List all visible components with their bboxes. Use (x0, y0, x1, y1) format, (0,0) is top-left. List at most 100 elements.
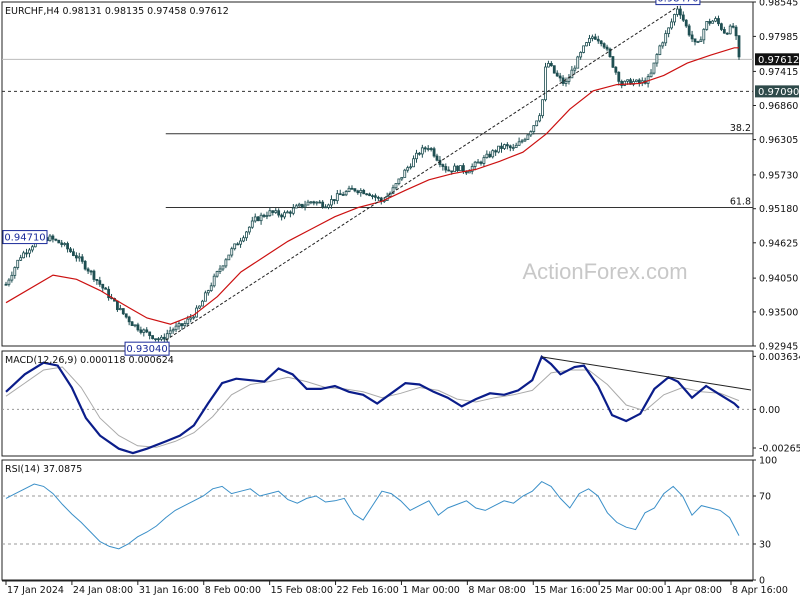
candle-body (467, 170, 471, 174)
candle-body (511, 147, 515, 149)
candle-body (479, 161, 483, 164)
candle-body (327, 204, 330, 208)
price-callout-label: 0.98470 (657, 0, 698, 5)
candle-body (432, 148, 436, 157)
candle-body (139, 329, 143, 333)
price-y-tick-label: 0.95180 (759, 204, 798, 215)
candle-body (687, 25, 691, 36)
candle-body (192, 316, 196, 319)
x-tick-label: 17 Jan 2024 (7, 585, 64, 596)
candle-body (236, 243, 240, 246)
candle-body (461, 165, 465, 172)
candle-body (89, 270, 93, 273)
candle-body (242, 237, 245, 242)
trendline-dashed (165, 6, 679, 341)
candle-body (441, 164, 445, 167)
candle-body (127, 316, 131, 323)
candle-body (503, 144, 506, 149)
candle-body (350, 187, 354, 190)
candle-body (362, 189, 366, 195)
candle-body (538, 115, 542, 122)
candle-body (60, 242, 64, 245)
candle-body (212, 275, 216, 287)
candle-body (233, 243, 237, 250)
candle-body (107, 288, 111, 299)
price-callout-box (124, 341, 170, 356)
candle-body (403, 169, 407, 178)
candle-body (280, 214, 284, 218)
rsi-y-tick-label: 30 (759, 540, 771, 551)
candle-body (259, 214, 263, 222)
candle-body (552, 65, 556, 74)
candle-body (544, 66, 547, 101)
candle-body (344, 191, 348, 196)
candle-body (294, 205, 298, 209)
rsi-header: RSI(14) 37.0875 (5, 464, 82, 475)
candle-body (19, 257, 23, 261)
candle-body (230, 248, 234, 256)
pane-frame-2 (1, 459, 754, 581)
candle-body (198, 305, 201, 309)
resistance-tag-label: 0.97090 (758, 87, 799, 98)
price-y-tick-label: 0.94050 (759, 274, 798, 285)
x-tick-label: 8 Feb 00:00 (205, 585, 261, 596)
candle-body (347, 187, 351, 192)
x-tick-label: 15 Mar 16:00 (534, 585, 597, 596)
candle-body (415, 152, 418, 160)
candle-body (605, 46, 609, 50)
candle-body (728, 25, 732, 35)
price-y-tick-label: 0.98545 (759, 0, 798, 9)
candle-body (637, 79, 641, 84)
candle-body (306, 201, 310, 206)
candle-body (611, 56, 615, 68)
candle-body (731, 25, 735, 28)
candle-body (391, 187, 395, 194)
x-tick-label: 24 Jan 08:00 (73, 585, 133, 596)
price-y-tick-label: 0.93500 (759, 307, 798, 318)
candle-body (189, 317, 193, 320)
candle-body (341, 194, 345, 196)
candle-body (256, 216, 260, 222)
macd-y-tick-label: 0.00 (759, 405, 780, 416)
candle-body (13, 267, 17, 276)
candle-body (300, 203, 304, 208)
candle-body (338, 193, 342, 196)
candle-body (224, 259, 228, 267)
macd-header: MACD(12,26,9) 0.000118 0.000624 (5, 355, 174, 366)
candle-body (593, 36, 597, 40)
candle-body (159, 336, 163, 340)
candle-body (488, 153, 492, 158)
candle-body (22, 252, 25, 259)
current-price-tag-bg (755, 53, 799, 66)
candle-body (353, 188, 357, 192)
candle-body (291, 207, 295, 214)
candle-body (620, 80, 624, 86)
candle-body (658, 45, 662, 55)
candle-body (180, 323, 184, 327)
candle-body (485, 153, 489, 159)
rsi-line (5, 480, 740, 550)
candle-body (203, 292, 207, 302)
candle-body (376, 196, 380, 199)
candle-body (77, 256, 81, 259)
resistance-tag-bg (755, 85, 799, 98)
candle-body (541, 99, 544, 117)
candle-body (696, 41, 700, 44)
candle-body (634, 79, 638, 82)
candle-body (118, 308, 122, 311)
candle-body (514, 144, 518, 148)
candle-body (555, 72, 559, 77)
candle-body (526, 134, 530, 140)
candle-body (429, 148, 433, 150)
candle-body (133, 324, 137, 327)
candle-body (250, 220, 254, 228)
candle-body (702, 28, 706, 41)
candle-body (397, 178, 401, 185)
candle-body (450, 170, 454, 173)
candle-body (63, 243, 67, 245)
candle-body (253, 216, 257, 222)
macd-y-tick-label: -0.002652 (759, 444, 800, 455)
candle-body (549, 63, 553, 67)
candle-body (66, 243, 69, 250)
candle-body (447, 169, 451, 172)
